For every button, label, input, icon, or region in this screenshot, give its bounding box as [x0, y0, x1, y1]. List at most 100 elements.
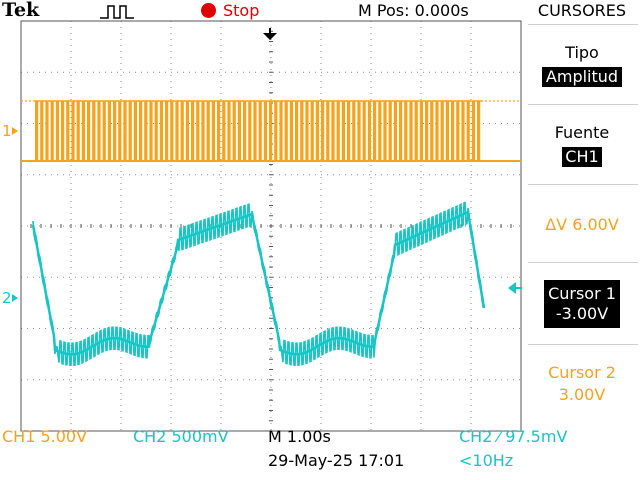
ch1-pulse — [404, 101, 408, 161]
ch1-pulse — [40, 101, 44, 161]
horizontal-position-readout: M Pos: 0.000s — [358, 1, 469, 20]
ch1-pulse — [35, 101, 39, 161]
ch1-pulse — [61, 101, 65, 161]
menu-divider — [528, 184, 638, 185]
tipo-button[interactable]: Amplitud — [542, 67, 622, 87]
ch1-pulse — [425, 101, 429, 161]
ch1-pulse — [336, 101, 340, 161]
cursor-menu: CURSORES Tipo Amplitud Fuente CH1 ΔV 6.0… — [524, 0, 640, 432]
ch1-pulse — [175, 101, 179, 161]
cursor1-label: Cursor 1 — [548, 284, 616, 303]
ch2-waveform — [31, 201, 486, 367]
ch1-pulse — [362, 101, 366, 161]
ch1-pulse — [419, 101, 423, 161]
timebase-readout: M 1.00s — [268, 427, 331, 446]
ch1-pulse — [66, 101, 70, 161]
ch1-pulse — [367, 101, 371, 161]
ch1-pulse — [310, 101, 314, 161]
stop-indicator-icon — [201, 3, 216, 18]
ch1-pulse — [471, 101, 475, 161]
ch1-pulse — [107, 101, 111, 161]
ch1-pulse — [456, 101, 460, 161]
ch1-pulse — [373, 101, 377, 161]
ch1-pulse — [399, 101, 403, 161]
ch1-waveform — [21, 100, 521, 162]
run-state-label: Stop — [223, 1, 260, 20]
ch1-pulse — [289, 101, 293, 161]
tipo-label: Tipo — [565, 43, 599, 62]
ch1-pulse — [144, 101, 148, 161]
ch1-pulse — [383, 101, 387, 161]
fuente-label: Fuente — [554, 123, 610, 142]
brand-logo: Tek — [2, 0, 40, 21]
ch1-marker: 1 — [2, 122, 12, 140]
ch1-pulse — [102, 101, 106, 161]
ch1-pulse — [185, 101, 189, 161]
ch1-pulse — [243, 101, 247, 161]
ch1-pulse — [206, 101, 210, 161]
cursor2-value[interactable]: 3.00V — [558, 385, 606, 404]
menu-divider — [528, 24, 638, 25]
ch1-pulse — [217, 101, 221, 161]
ch1-pulse — [170, 101, 174, 161]
waveform-display: 1 2 — [2, 20, 522, 432]
ch1-marker-arrow — [12, 127, 18, 135]
fuente-button[interactable]: CH1 — [562, 147, 602, 167]
top-status-bar: Tek Stop M Pos: 0.000s — [0, 0, 640, 24]
ch1-pulse — [149, 101, 153, 161]
ch1-pulse — [269, 101, 273, 161]
ch1-pulse — [409, 101, 413, 161]
datetime-readout: 29-May-25 17:01 — [268, 451, 405, 470]
ch1-pulse — [440, 101, 444, 161]
ch1-pulse — [305, 101, 309, 161]
ch1-pulse — [113, 101, 117, 161]
ch1-scale-readout: CH1 5.00V — [2, 427, 88, 446]
delta-v-readout: ΔV 6.00V — [545, 215, 619, 234]
ch1-pulse — [222, 101, 226, 161]
cursor2-label[interactable]: Cursor 2 — [548, 363, 616, 382]
ch1-pulse — [81, 101, 85, 161]
ch1-pulse — [45, 101, 49, 161]
ch1-pulse — [139, 101, 143, 161]
ch1-pulse — [414, 101, 418, 161]
ch1-pulse — [274, 101, 278, 161]
ch1-pulse — [201, 101, 205, 161]
menu-divider — [528, 104, 638, 105]
ch1-pulse — [477, 101, 481, 161]
menu-title: CURSORES — [537, 1, 627, 20]
bottom-status-bar: CH1 5.00V CH2 500mV M 1.00s CH2 ⁄ 97.5mV… — [0, 425, 640, 480]
ch1-pulse — [253, 101, 257, 161]
ch1-pulse — [154, 101, 158, 161]
ch1-pulse — [50, 101, 54, 161]
ch1-pulse — [352, 101, 356, 161]
ch1-pulse — [227, 101, 231, 161]
ch1-pulse — [284, 101, 288, 161]
ch2-marker: 2 — [2, 289, 12, 307]
ch1-pulse — [211, 101, 215, 161]
ch1-pulse — [76, 101, 80, 161]
frequency-readout: <10Hz — [459, 451, 514, 470]
ch1-pulse — [128, 101, 132, 161]
ch1-pulse — [180, 101, 184, 161]
trigger-position-marker — [263, 28, 277, 40]
ch1-pulse — [315, 101, 319, 161]
ch1-pulse — [357, 101, 361, 161]
ch2-marker-arrow — [12, 294, 18, 302]
ch1-pulse — [331, 101, 335, 161]
ch1-pulse — [388, 101, 392, 161]
ch1-pulse — [321, 101, 325, 161]
ch1-pulse — [451, 101, 455, 161]
ch1-pulse — [430, 101, 434, 161]
ch1-pulse — [92, 101, 96, 161]
ch1-pulse — [191, 101, 195, 161]
ch1-pulse — [248, 101, 252, 161]
ch1-pulse — [279, 101, 283, 161]
ch1-pulse — [461, 101, 465, 161]
ch1-pulse — [347, 101, 351, 161]
ch2-envelope — [31, 209, 486, 356]
ch1-pulse — [326, 101, 330, 161]
cursor1-button[interactable]: Cursor 1 -3.00V — [544, 280, 620, 328]
ch1-pulse — [118, 101, 122, 161]
ch1-pulse — [341, 101, 345, 161]
ch1-pulse — [87, 101, 91, 161]
